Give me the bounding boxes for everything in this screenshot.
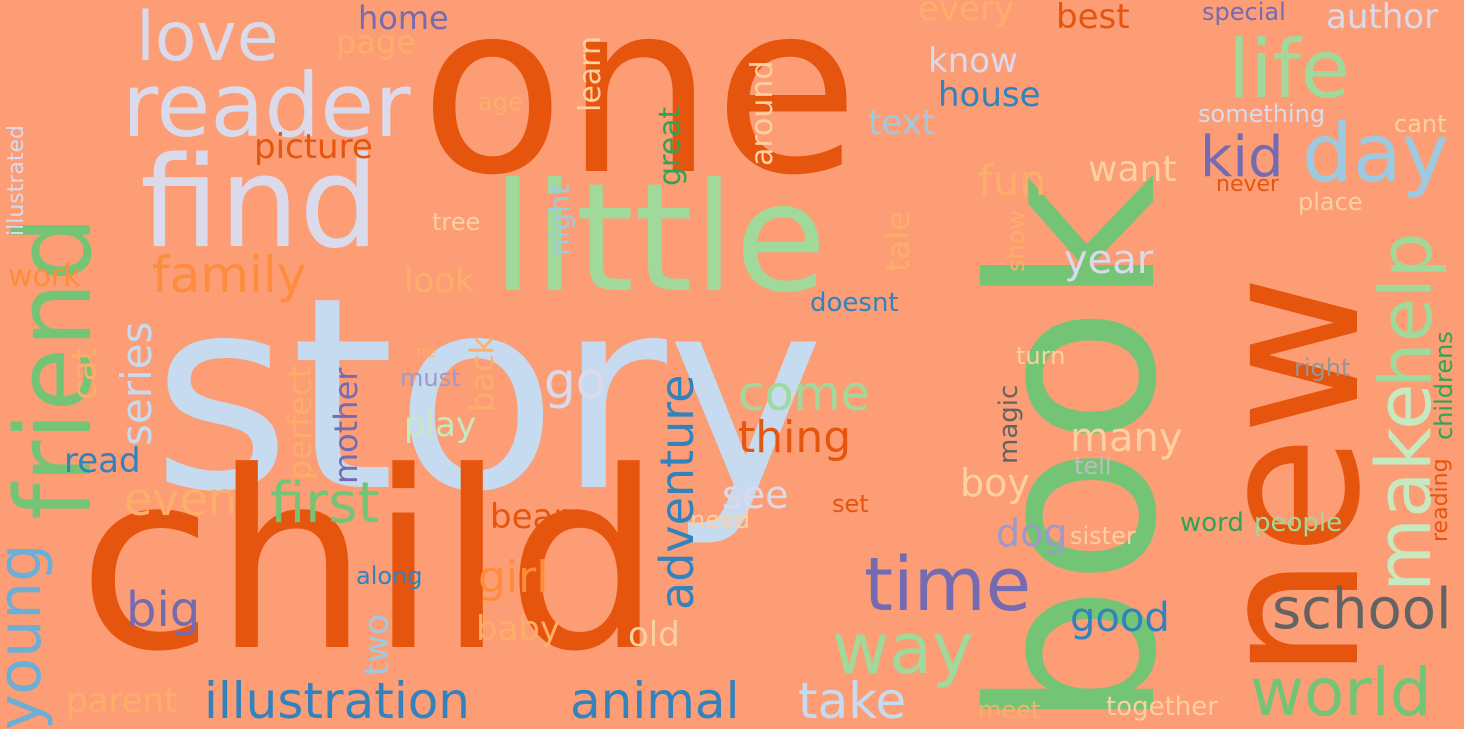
word-tale: tale — [879, 211, 917, 272]
word-word: word — [1180, 508, 1244, 538]
word-turn: turn — [1016, 342, 1066, 370]
word-play: play — [404, 405, 476, 445]
word-reading: reading — [1428, 458, 1453, 542]
word-place: place — [1298, 188, 1363, 216]
word-reader: reader — [122, 54, 411, 157]
word-best: best — [1056, 0, 1130, 37]
word-around: around — [745, 60, 780, 166]
word-dog: dog — [996, 511, 1068, 555]
word-ne: ne — [416, 342, 436, 361]
word-big: big — [126, 582, 201, 638]
word-young: young — [0, 543, 55, 729]
word-school: school — [1272, 577, 1452, 642]
word-special: special — [1202, 0, 1286, 26]
word-time: time — [864, 542, 1032, 628]
word-perfect: perfect — [281, 365, 319, 480]
word-world: world — [1250, 654, 1432, 729]
word-cat: cat — [65, 347, 105, 400]
word-child: child — [78, 420, 663, 706]
word-way: way — [832, 608, 974, 690]
word-author: author — [1326, 0, 1439, 37]
word-love: love — [136, 0, 279, 77]
word-need: need — [690, 506, 750, 534]
word-first: first — [270, 471, 380, 536]
word-page: page — [336, 23, 416, 61]
word-great: great — [653, 106, 688, 186]
word-set: set — [832, 490, 869, 518]
word-every: every — [918, 0, 1015, 29]
word-people: people — [1254, 508, 1343, 538]
word-kid: kid — [1200, 125, 1284, 190]
word-must: must — [400, 364, 461, 392]
word-little: little — [492, 152, 827, 326]
word-along: along — [356, 562, 423, 590]
word-night: night — [543, 183, 576, 256]
word-adventure: adventure — [650, 374, 704, 610]
word-year: year — [1064, 237, 1154, 283]
word-good: good — [1070, 595, 1170, 641]
word-baby: baby — [476, 609, 561, 649]
word-work: work — [8, 259, 81, 294]
word-cant: cant — [1394, 110, 1447, 138]
word-girl: girl — [478, 552, 549, 603]
word-back: back — [463, 335, 501, 412]
word-fun: fun — [978, 156, 1047, 205]
word-sister: sister — [1070, 522, 1136, 550]
word-learn: learn — [573, 36, 608, 112]
word-old: old — [628, 615, 680, 655]
word-something: something — [1198, 100, 1326, 128]
word-many: many — [1070, 415, 1183, 461]
word-life: life — [1228, 23, 1350, 116]
word-day: day — [1302, 107, 1450, 200]
word-know: know — [928, 41, 1018, 81]
word-show: show — [1002, 209, 1030, 272]
word-bear: bear — [490, 497, 568, 537]
word-illustrated: illustrated — [4, 124, 29, 236]
word-want: want — [1088, 149, 1177, 190]
word-read: read — [64, 441, 141, 481]
word-right: right — [1294, 354, 1351, 382]
word-magic: magic — [994, 384, 1024, 464]
word-see: see — [722, 473, 789, 517]
word-one: one — [420, 0, 860, 227]
word-text: text — [868, 103, 936, 143]
word-even: even — [124, 472, 237, 526]
word-look: look — [404, 261, 475, 301]
word-boy: boy — [960, 461, 1030, 505]
word-find: find — [140, 129, 380, 276]
word-meet: meet — [978, 696, 1041, 724]
word-illustration: illustration — [204, 672, 470, 729]
word-age: age — [478, 88, 523, 116]
word-tree: tree — [432, 208, 481, 236]
word-series: series — [112, 321, 161, 446]
word-doesnt: doesnt — [810, 288, 899, 318]
word-take: take — [798, 672, 907, 729]
word-together: together — [1106, 692, 1218, 722]
word-parent: parent — [66, 681, 178, 721]
word-home: home — [358, 0, 449, 37]
word-family: family — [152, 246, 307, 304]
word-tell: tell — [1074, 452, 1112, 480]
word-two: two — [357, 614, 397, 676]
word-go: go — [544, 352, 607, 410]
word-never: never — [1216, 172, 1280, 197]
word-thing: thing — [738, 412, 852, 463]
word-house: house — [938, 75, 1041, 115]
word-mother: mother — [327, 367, 365, 484]
word-come: come — [738, 366, 871, 422]
word-animal: animal — [570, 672, 740, 729]
word-picture: picture — [254, 127, 373, 167]
word-childrens: childrens — [1430, 331, 1458, 440]
word-story: story — [152, 240, 825, 550]
